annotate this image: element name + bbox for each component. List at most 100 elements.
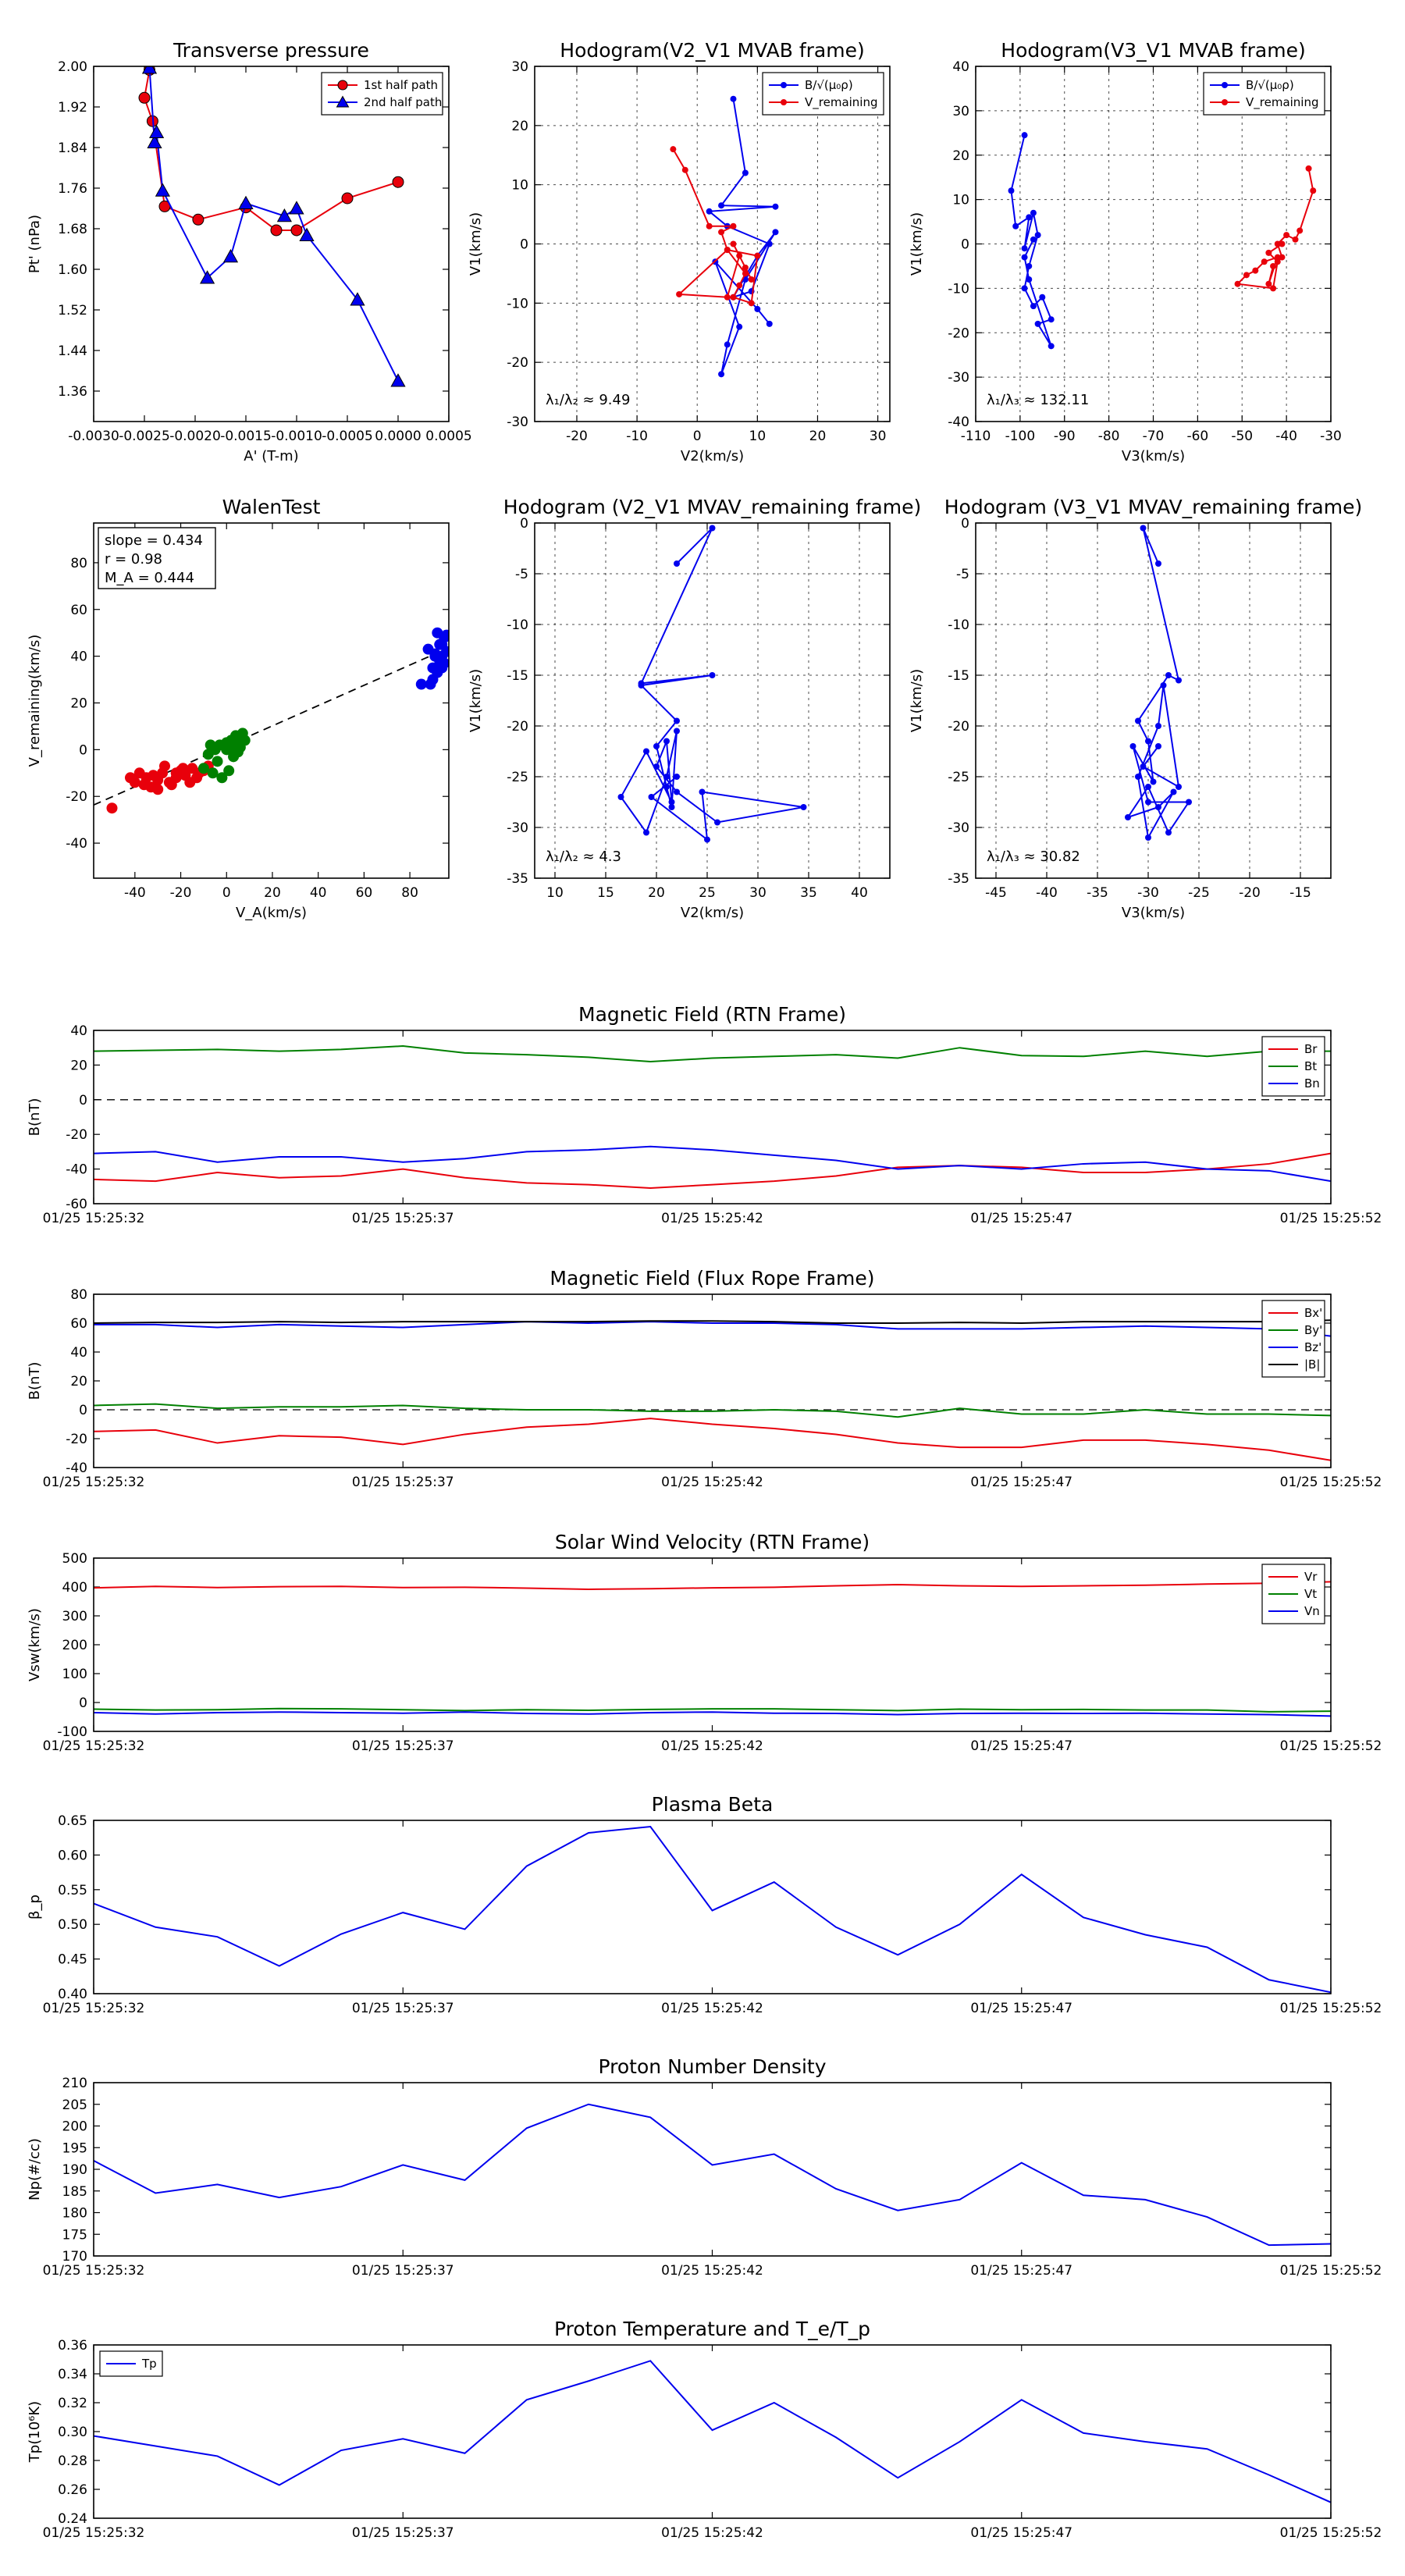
data-point (674, 560, 680, 567)
series-line (94, 1044, 1331, 1062)
data-point (676, 290, 683, 297)
data-point (730, 222, 737, 229)
data-point (216, 772, 228, 784)
y-tick-label: 0.50 (58, 1917, 87, 1933)
x-tick-label: 01/25 15:25:52 (1280, 2263, 1382, 2279)
data-point (1274, 254, 1281, 261)
y-axis-label: B(nT) (27, 1098, 43, 1137)
data-point (1176, 784, 1182, 790)
ratio-annotation: λ₁/λ₂ ≈ 4.3 (546, 849, 621, 865)
data-point (668, 799, 675, 806)
series-line (143, 69, 399, 231)
data-point (223, 765, 235, 777)
data-point (1030, 209, 1037, 216)
x-tick-label: 01/25 15:25:32 (43, 1211, 145, 1226)
y-tick-label: 1.44 (58, 343, 87, 359)
legend-label: Bx' (1304, 1306, 1322, 1320)
data-point (222, 248, 239, 263)
legend-label: Bt (1304, 1059, 1317, 1073)
plot-frame (93, 66, 450, 422)
data-point (1129, 743, 1136, 749)
y-tick-label: 20 (511, 119, 528, 134)
data-point (1125, 814, 1131, 820)
x-tick-label: 01/25 15:25:37 (352, 1738, 454, 1754)
data-point (748, 300, 755, 307)
y-tick-label: -40 (66, 1162, 87, 1178)
x-tick-label: -80 (1098, 429, 1120, 444)
data-point (1279, 240, 1286, 247)
chart-title: Proton Number Density (599, 2055, 827, 2078)
series-line (94, 1581, 1331, 1590)
series-line (94, 1825, 1331, 1994)
series-line (672, 148, 759, 304)
data-point (1265, 280, 1272, 287)
series-line (94, 1321, 1331, 1337)
plot-frame (93, 1820, 1332, 1994)
y-tick-label: -20 (507, 355, 528, 371)
x-tick-label: 40 (310, 885, 327, 901)
data-point (718, 371, 725, 378)
plot-frame (93, 2344, 1332, 2519)
data-point (674, 788, 680, 795)
y-tick-label: 170 (62, 2249, 87, 2265)
data-point (681, 166, 688, 173)
data-point (638, 682, 645, 688)
data-point (1176, 677, 1182, 684)
stats-line: r = 0.98 (105, 551, 162, 568)
y-axis-label: V1(km/s) (909, 669, 925, 732)
x-tick-label: 01/25 15:25:37 (352, 2525, 454, 2541)
x-tick-label: 01/25 15:25:37 (352, 1211, 454, 1226)
data-point (706, 208, 713, 215)
data-point (1222, 82, 1228, 88)
data-point (1165, 672, 1172, 678)
data-point (1140, 763, 1147, 770)
x-axis-label: V3(km/s) (1122, 448, 1185, 464)
data-point (704, 836, 710, 843)
legend-label: Bn (1304, 1076, 1320, 1091)
data-point (270, 224, 283, 237)
data-point (730, 240, 737, 247)
x-tick-label: -0.0025 (119, 429, 170, 444)
data-point (159, 760, 170, 772)
chart-title: Plasma Beta (652, 1793, 774, 1816)
data-point (742, 264, 749, 271)
y-tick-label: 40 (70, 649, 87, 665)
x-tick-label: 01/25 15:25:52 (1280, 2001, 1382, 2016)
data-point (1155, 560, 1161, 567)
y-tick-label: 0.45 (58, 1952, 87, 1968)
data-point (152, 784, 164, 795)
data-point (1252, 267, 1259, 274)
y-tick-label: 0 (961, 237, 969, 253)
data-point (674, 728, 680, 735)
y-tick-label: -20 (66, 1432, 87, 1447)
y-tick-label: -10 (948, 281, 969, 297)
chart-title: Transverse pressure (173, 39, 369, 62)
y-tick-label: 1.68 (58, 222, 87, 237)
y-tick-label: 0.26 (58, 2482, 87, 2498)
y-tick-label: 400 (62, 1580, 87, 1596)
y-tick-label: 1.60 (58, 262, 87, 278)
x-tick-label: 0.0000 (375, 429, 421, 444)
plot-frame (93, 1030, 1332, 1204)
data-point (415, 678, 427, 690)
data-point (1034, 320, 1041, 327)
x-tick-label: 80 (401, 885, 418, 901)
chart-title: Magnetic Field (RTN Frame) (578, 1003, 846, 1026)
y-tick-label: 500 (62, 1551, 87, 1567)
plot-frame (93, 522, 450, 879)
data-point (1012, 222, 1019, 229)
x-tick-label: 01/25 15:25:37 (352, 1475, 454, 1490)
x-tick-label: -0.0010 (271, 429, 322, 444)
stats-box (98, 527, 216, 589)
data-point (237, 728, 248, 739)
x-tick-label: 60 (356, 885, 373, 901)
data-point (390, 373, 406, 387)
series-line (94, 1707, 1331, 1713)
x-tick-label: -100 (1005, 429, 1036, 444)
legend-label: |B| (1304, 1357, 1320, 1372)
data-point (1222, 99, 1228, 105)
y-tick-label: -15 (507, 668, 528, 684)
x-tick-label: 01/25 15:25:47 (970, 1738, 1072, 1754)
data-point (730, 294, 737, 301)
data-point (205, 739, 216, 751)
